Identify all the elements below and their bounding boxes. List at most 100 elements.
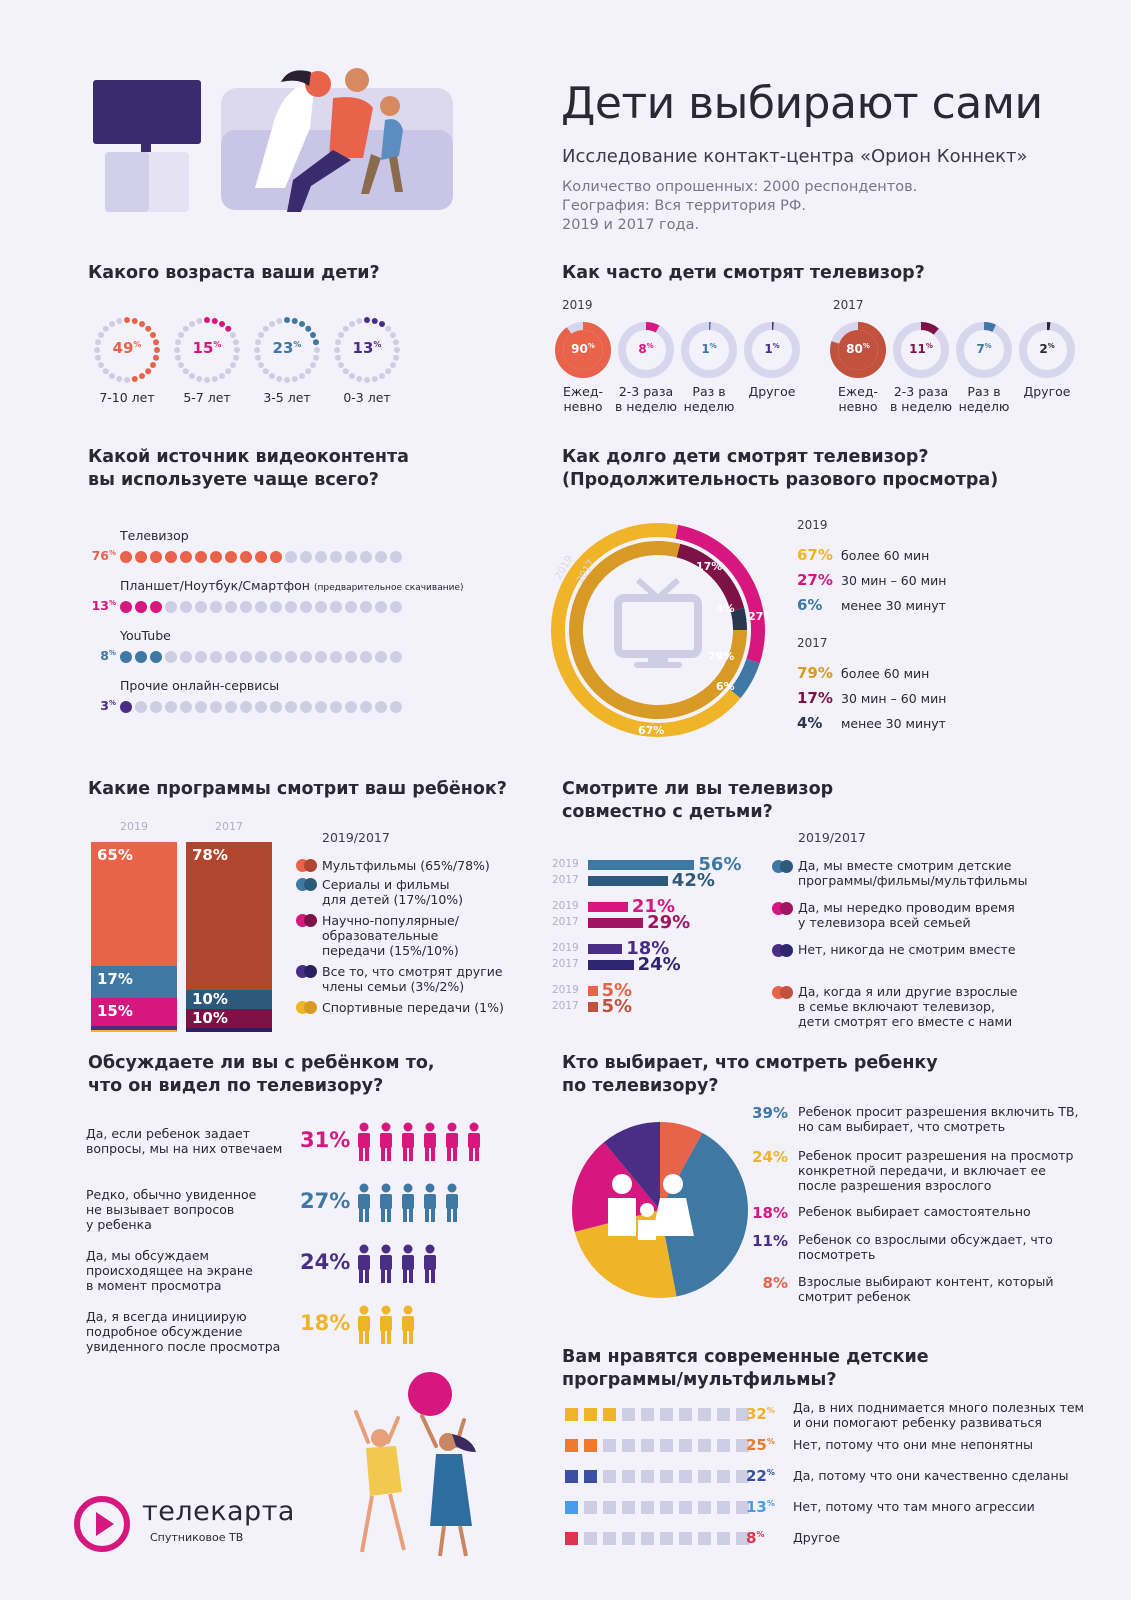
age-dot [394, 347, 400, 353]
like-square [717, 1439, 730, 1452]
age-label: 0-3 лет [343, 390, 391, 405]
person-icon [446, 1183, 458, 1222]
age-label: 7-10 лет [99, 390, 155, 405]
person-icon [358, 1244, 370, 1283]
discuss-percent: 24% [300, 1250, 351, 1274]
programs-bar-segment: 10% [186, 990, 272, 1010]
together-bar [588, 918, 644, 928]
age-dot [232, 354, 239, 361]
programs-legend-swatch [296, 859, 318, 872]
source-dot [165, 651, 177, 663]
discuss-percent: 18% [300, 1311, 351, 1335]
frequency-label: 2-3 раза в неделю [614, 384, 678, 414]
discuss-section-title: Обсуждаете ли вы с ребёнком то, что он в… [88, 1053, 435, 1096]
age-dot [309, 332, 316, 338]
together-legend-swatch [772, 944, 794, 957]
age-dot [175, 339, 182, 346]
frequency-ring [893, 322, 949, 378]
page-title: Дети выбирают сами [561, 78, 1043, 129]
source-dot [285, 601, 297, 613]
age-label: 5-7 лет [183, 390, 231, 405]
person-icon [380, 1244, 392, 1283]
age-dot [154, 347, 160, 353]
programs-bar-label: 65% [97, 846, 133, 864]
age-dot [258, 332, 265, 338]
age-dot [152, 339, 159, 346]
logo-name: телекарта [142, 1496, 295, 1527]
source-dot [135, 601, 147, 613]
duration-legend-label: 30 мин – 60 мин [841, 573, 947, 588]
frequency-percent: 90% [571, 342, 595, 356]
source-dot [285, 651, 297, 663]
together-bar [588, 876, 668, 886]
age-dot [102, 368, 109, 375]
age-dot [149, 332, 156, 338]
age-dot [262, 325, 269, 332]
duration-legend-percent: 67% [797, 546, 833, 564]
meta-respondents: Количество опрошенных: 2000 респондентов… [562, 179, 918, 195]
source-dot [345, 651, 357, 663]
like-square [603, 1470, 616, 1483]
age-dot [116, 375, 123, 382]
age-dot [389, 332, 396, 338]
discuss-text: Редко, обычно увиденное не вызывает вопр… [86, 1187, 257, 1232]
age-dot-ring [334, 317, 400, 383]
age-dot [95, 354, 102, 361]
source-dot [120, 701, 132, 713]
together-bar-value: 56% [698, 854, 742, 875]
family-icon [608, 1174, 694, 1240]
person-icon [402, 1244, 414, 1283]
who-legend-text: Ребенок выбирает самостоятельно [798, 1204, 1031, 1219]
source-dot [330, 651, 342, 663]
age-dot [335, 354, 342, 361]
frequency-percent-value: 1 [701, 342, 710, 356]
like-square [622, 1408, 635, 1421]
who-legend-percent: 11% [752, 1232, 788, 1250]
age-dot [356, 375, 363, 382]
like-square [679, 1532, 692, 1545]
like-square [565, 1408, 578, 1421]
who-pie-chart [572, 1122, 748, 1298]
age-dot [232, 339, 239, 346]
source-dot [330, 551, 342, 563]
like-text: Другое [793, 1530, 841, 1545]
logo-tagline: Спутниковое ТВ [150, 1531, 244, 1544]
programs-bar-segment [91, 1026, 177, 1031]
age-dot [291, 375, 298, 382]
like-square [698, 1532, 711, 1545]
frequency-percent-value: 8 [638, 342, 647, 356]
discuss-percent: 27% [300, 1189, 351, 1213]
age-dot [189, 321, 195, 328]
source-dot [300, 601, 312, 613]
together-year-label: 2017 [552, 874, 579, 886]
like-square [565, 1439, 578, 1452]
frequency-ring [618, 322, 674, 378]
age-dot [109, 321, 115, 328]
age-dot [94, 347, 100, 353]
frequency-percent-value: 90 [571, 342, 588, 356]
source-percent-value: 76 [91, 548, 109, 563]
frequency-ring [555, 322, 611, 378]
source-dot [270, 601, 282, 613]
together-legend-swatch [772, 860, 794, 873]
age-dot [124, 377, 130, 383]
like-text: Нет, потому что они мне непонятны [793, 1437, 1034, 1452]
source-section-title: Какой источник видеоконтента вы использу… [88, 447, 409, 490]
like-percent: 25% [746, 1436, 775, 1454]
age-dot [349, 372, 355, 379]
programs-bar-label: 15% [97, 1001, 133, 1020]
age-dot [379, 321, 385, 328]
programs-legend-swatch [296, 914, 318, 927]
age-dot [204, 377, 210, 383]
age-dot [334, 347, 340, 353]
age-dot [211, 375, 218, 382]
frequency-percent: 11% [909, 342, 933, 356]
frequency-ring [681, 322, 737, 378]
source-dot [330, 601, 342, 613]
like-percent-value: 8 [746, 1529, 757, 1547]
duration-section-title: Как долго дети смотрят телевизор? (Продо… [562, 447, 999, 490]
programs-bar-segment: 10% [186, 1009, 272, 1029]
like-square [698, 1408, 711, 1421]
like-percent-value: 32 [746, 1405, 767, 1423]
source-percent-value: 13 [91, 598, 109, 613]
